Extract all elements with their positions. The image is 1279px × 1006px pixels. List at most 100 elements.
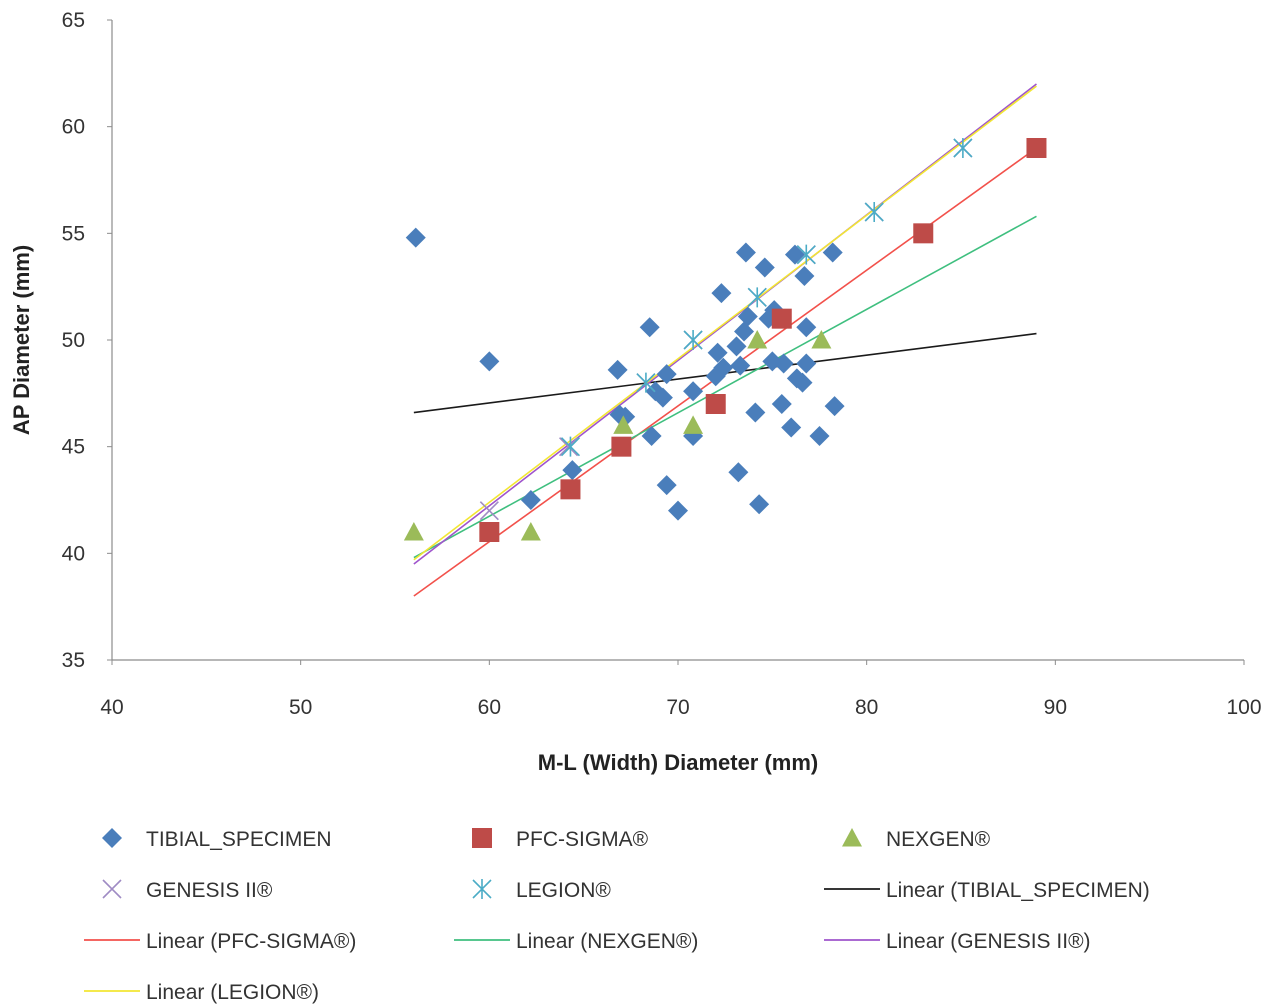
y-tick-label: 55 [62,222,85,245]
y-tick-label: 65 [62,9,85,32]
data-point-tibial-specimen [520,490,541,510]
data-point-tibial-specimen [784,244,805,265]
data-point-tibial-specimen [771,394,792,414]
legend-item: PFC-SIGMA® [472,828,649,851]
data-point-tibial-specimen [773,353,794,374]
trendline [413,85,1037,561]
data-point-tibial-specimen [641,426,662,446]
legend-item: Linear (TIBIAL_SPECIMEN) [824,879,1150,902]
legend: TIBIAL_SPECIMEN PFC-SIGMA® NEXGEN® GENESIS … [84,828,1150,1004]
y-axis-ticks: 35 40 45 50 55 60 65 [62,9,112,672]
data-point-pfc-sigma [771,308,792,329]
legend-marker [472,879,492,899]
data-point-tibial-specimen [656,475,677,496]
data-point-pfc-sigma [913,223,934,244]
x-tick-label: 40 [100,696,123,719]
data-point-pfc-sigma [705,394,726,414]
data-point-legion [796,244,816,265]
data-point-legion [560,436,581,457]
legend-label: Linear (TIBIAL_SPECIMEN) [886,879,1150,902]
data-point-tibial-specimen [405,227,426,248]
legend-label: PFC-SIGMA® [516,828,649,851]
data-point-tibial-specimen [656,364,677,385]
x-axis-label: M-L (Width) Diameter (mm) [538,750,819,775]
data-point-nexgen [683,415,704,434]
data-point-tibial-specimen [754,257,775,278]
data-point-nexgen [520,522,541,541]
data-point-nexgen [613,415,634,434]
legend-label: TIBIAL_SPECIMEN [146,828,332,851]
data-point-tibial-specimen [792,372,813,393]
legend-item: Linear (LEGION®) [84,981,319,1004]
y-tick-label: 35 [62,649,85,672]
trendline [413,215,1037,559]
data-point-tibial-specimen [713,357,734,378]
data-point-tibial-specimen [745,402,766,423]
data-point-genesis-ii [479,501,499,521]
data-point-tibial-specimen [737,306,758,327]
data-point-tibial-specimen [796,317,817,338]
data-point-tibial-specimen [639,317,660,338]
legend-item: LEGION® [472,879,611,902]
data-point-tibial-specimen [735,242,756,263]
data-point-tibial-specimen [824,396,845,417]
data-point-legion [683,330,703,350]
data-point-nexgen [747,330,768,349]
data-point-pfc-sigma [560,479,581,500]
legend-item: Linear (NEXGEN®) [454,930,698,953]
data-point-pfc-sigma [611,436,632,457]
x-tick-label: 80 [855,696,878,719]
legend-label: Linear (NEXGEN®) [516,930,698,953]
y-tick-label: 40 [62,542,85,565]
plot-area: 40 50 60 70 80 90 100 35 40 45 50 55 60 65 [62,9,1262,719]
data-point-tibial-specimen [794,266,815,286]
data-point-pfc-sigma [1026,138,1047,158]
x-tick-label: 70 [666,696,689,719]
y-tick-label: 45 [62,436,85,459]
data-point-tibial-specimen [749,494,770,515]
data-point-tibial-specimen [668,500,688,521]
data-point-tibial-specimen [479,351,500,372]
legend-marker [102,828,122,848]
data-point-legion [864,202,884,222]
data-point-tibial-specimen [726,336,747,357]
trendline-layer [413,83,1037,597]
x-axis-ticks: 40 50 60 70 80 90 100 [100,660,1262,719]
legend-marker [102,879,122,899]
legend-label: Linear (PFC-SIGMA®) [146,930,356,953]
data-point-legion [636,372,656,393]
data-point-legion [953,138,973,158]
data-point-nexgen [403,522,424,541]
data-point-tibial-specimen [728,462,749,483]
y-tick-label: 60 [62,116,85,139]
legend-item: GENESIS II® [102,879,273,902]
data-point-tibial-specimen [607,359,628,380]
data-point-tibial-specimen [796,353,817,374]
x-tick-label: 50 [289,696,312,719]
data-point-pfc-sigma [479,522,500,542]
y-tick-label: 50 [62,329,85,352]
legend-label: GENESIS II® [146,879,273,902]
data-point-tibial-specimen [734,321,755,342]
data-point-tibial-specimen [707,342,728,363]
data-point-tibial-specimen [711,283,732,304]
legend-item: TIBIAL_SPECIMEN [102,828,332,851]
data-point-tibial-specimen [730,355,751,376]
legend-marker [842,828,862,847]
data-point-layer [403,138,1047,542]
legend-label: LEGION® [516,879,611,902]
data-point-tibial-specimen [683,381,704,402]
legend-item: NEXGEN® [842,828,991,851]
legend-label: Linear (GENESIS II®) [886,930,1091,953]
x-tick-label: 60 [478,696,501,719]
data-point-genesis-ii [559,437,579,457]
data-point-legion [747,287,767,308]
legend-item: Linear (GENESIS II®) [824,930,1091,953]
data-point-tibial-specimen [822,242,843,263]
data-point-tibial-specimen [781,417,802,438]
y-axis-label: AP Diameter (mm) [9,245,34,435]
legend-label: NEXGEN® [886,828,991,851]
legend-label: Linear (LEGION®) [146,981,319,1004]
data-point-tibial-specimen [652,387,673,408]
